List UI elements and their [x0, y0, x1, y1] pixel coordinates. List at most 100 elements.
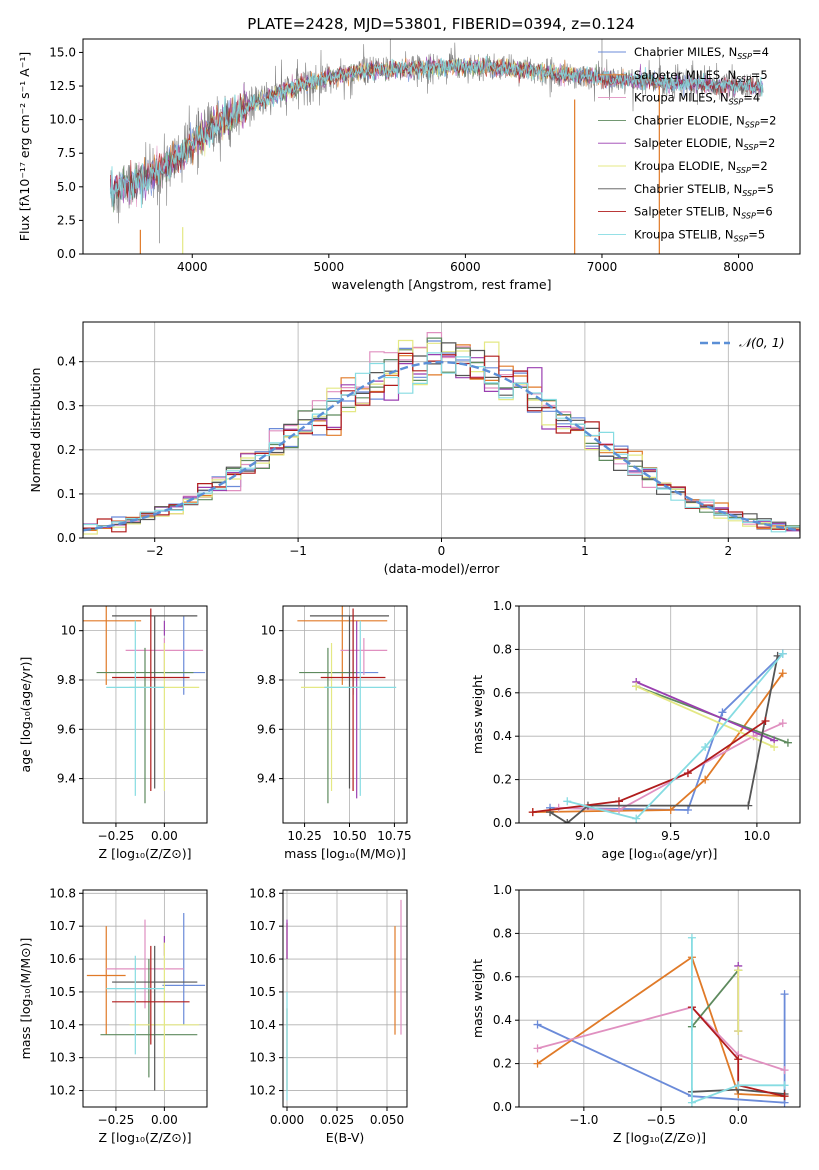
- weight-vs-Z-data: [533, 933, 789, 1107]
- residuals-ytick-label: 0.2: [57, 443, 76, 457]
- weight-marker-salpeter_stelib: [761, 717, 770, 726]
- weight-vs-age-axes: 9.0 9.5 10.0 0.0 0.2 0.4 0.6 0.8 1.0 age [log₁₀(a…: [470, 599, 800, 861]
- age-vs-Z-xtick-label: 0.00: [151, 829, 178, 843]
- spectrum-ytick-label: 0.0: [57, 247, 76, 261]
- weight-marker-chabrier_elodie: [783, 738, 792, 747]
- weight-marker-kroupa_stelib: [778, 649, 787, 658]
- legend-entry-subscript: SSP: [741, 212, 756, 221]
- weight-marker-kroupa_stelib: [632, 814, 641, 823]
- weight-line-kroupa_miles: [537, 1006, 785, 1071]
- weight-marker-kroupa_stelib: [563, 797, 572, 806]
- mass-vs-Z-xtick-label: 0.00: [151, 1113, 178, 1127]
- weight-vs-age-data: [528, 649, 792, 823]
- legend-entry-subscript: SSP: [737, 52, 752, 61]
- age-vs-mass-xtick-label: 10.75: [377, 829, 411, 843]
- weight-marker-kroupa_stelib: [687, 1098, 696, 1107]
- legend-entry-subscript: SSP: [729, 98, 744, 107]
- residuals-xtick-label: 0: [438, 544, 446, 558]
- legend-entry-text: Chabrier MILES, N: [634, 45, 737, 59]
- mass-vs-ebv-ytick-label: 10.7: [249, 919, 276, 933]
- mass-vs-Z-frame: [82, 889, 208, 1108]
- mass-vs-Z-ylabel: mass [log₁₀(M/M⊙)]: [18, 938, 33, 1060]
- residuals-ytick-label: 0.3: [57, 399, 76, 413]
- weight-marker-salpeter_stelib: [683, 769, 692, 778]
- weight-marker-kroupa_miles: [533, 1044, 542, 1053]
- mass-vs-Z-ytick-label: 10.4: [49, 1018, 76, 1032]
- weight-marker-chabrier_stelib: [563, 819, 572, 823]
- weight-vs-Z-ytick-label: 0.6: [493, 970, 512, 984]
- age-vs-Z-data: [83, 606, 206, 804]
- residuals-ytick-label: 0.4: [57, 355, 76, 369]
- residuals-data: [83, 332, 800, 537]
- spectrum-xtick-label: 6000: [450, 260, 481, 274]
- mass-vs-ebv-ytick-label: 10.5: [249, 985, 276, 999]
- normal-reference-curve: [83, 360, 800, 532]
- age-vs-mass-ytick-label: 10: [261, 624, 276, 638]
- residuals-xlabel: (data-model)/error: [384, 561, 501, 576]
- weight-vs-Z-ytick-label: 0.0: [493, 1100, 512, 1114]
- mass-vs-Z-ytick-label: 10.7: [49, 919, 76, 933]
- weight-vs-age-xtick-label: 10.0: [744, 829, 771, 843]
- weight-vs-Z-ylabel: mass weight: [470, 959, 485, 1038]
- weight-vs-Z-ytick-label: 0.4: [493, 1013, 512, 1027]
- legend-entry-suffix: =6: [756, 205, 773, 219]
- weight-vs-age-frame: [518, 605, 801, 824]
- mass-vs-Z-data: [86, 913, 206, 1091]
- age-vs-Z-ylabel: age [log₁₀(age/yr)]: [18, 657, 33, 773]
- mass-vs-Z-xtick-label: −0.25: [98, 1113, 135, 1127]
- weight-marker-kroupa_stelib: [734, 1081, 743, 1090]
- normal-legend-label: 𝒩(0, 1): [739, 335, 785, 350]
- spectrum-ytick-label: 7.5: [57, 146, 76, 160]
- residuals-xtick-label: 2: [724, 544, 732, 558]
- weight-marker-kroupa_miles: [778, 719, 787, 728]
- mass-vs-ebv-data: [286, 899, 402, 1101]
- weight-marker-kroupa_miles: [780, 1066, 789, 1075]
- weight-marker-salpeter_stelib: [614, 797, 623, 806]
- spectrum-ytick-label: 12.5: [49, 79, 76, 93]
- mass-vs-Z-ytick-label: 10.8: [49, 886, 76, 900]
- weight-vs-Z-ytick-label: 0.2: [493, 1057, 512, 1071]
- weight-vs-Z-ytick-label: 1.0: [493, 883, 512, 897]
- residuals-xtick-label: −1: [289, 544, 307, 558]
- weight-marker-kroupa_stelib: [780, 1081, 789, 1090]
- mass-vs-ebv-ytick-label: 10.8: [249, 886, 276, 900]
- legend-entry-suffix: =5: [757, 182, 774, 196]
- weight-vs-Z-xtick-label: −1.0: [569, 1113, 598, 1127]
- weight-marker-chabrier_miles: [780, 990, 789, 999]
- residuals-xtick-label: −2: [146, 544, 164, 558]
- legend-entry-suffix: =5: [751, 68, 768, 82]
- spectrum-xtick-label: 4000: [177, 260, 208, 274]
- mass-vs-Z-ytick-label: 10.2: [49, 1084, 76, 1098]
- mass-vs-ebv-xtick-label: 0.050: [370, 1113, 404, 1127]
- weight-vs-age-xlabel: age [log₁₀(age/yr)]: [602, 846, 718, 861]
- weight-vs-age-ylabel: mass weight: [470, 675, 485, 754]
- weight-marker-salpeter_miles: [666, 805, 675, 814]
- weight-marker-salpeter_stelib: [780, 1092, 789, 1101]
- mass-vs-Z-ytick-label: 10.3: [49, 1051, 76, 1065]
- legend-entry: Salpeter ELODIE, NSSP=2: [634, 136, 775, 152]
- mass-vs-ebv-xtick-label: 0.000: [270, 1113, 304, 1127]
- weight-marker-chabrier_miles: [718, 708, 727, 717]
- weight-vs-age-ytick-label: 0.2: [493, 773, 512, 787]
- legend-entry-suffix: =2: [758, 136, 775, 150]
- weight-vs-Z-xtick-label: 0.0: [729, 1113, 748, 1127]
- weight-line-salpeter_stelib: [532, 720, 767, 813]
- age-vs-mass-ytick-label: 9.8: [257, 673, 276, 687]
- age-vs-mass-frame: [282, 605, 408, 824]
- legend-entry-text: Salpeter STELIB, N: [634, 205, 741, 219]
- mass-vs-ebv-ytick-label: 10.4: [249, 1018, 276, 1032]
- age-vs-mass-ytick-label: 9.4: [257, 772, 276, 786]
- weight-marker-salpeter_stelib: [528, 808, 537, 817]
- model-spectrum-chabrier_stelib: [110, 57, 763, 208]
- residuals-ylabel: Normed distribution: [28, 368, 43, 493]
- weight-vs-age-ytick-label: 0.4: [493, 729, 512, 743]
- legend-entry-subscript: SSP: [734, 234, 749, 243]
- weight-vs-Z-xlabel: Z [log₁₀(Z/Z⊙)]: [613, 1130, 706, 1145]
- weight-marker-salpeter_miles: [701, 775, 710, 784]
- weight-vs-Z-axes: −1.0 −0.5 0.0 0.0 0.2 0.4 0.6 0.8 1.0 Z [log₁₀(Z/…: [470, 883, 800, 1145]
- mass-vs-Z-axes: −0.25 0.00 10.2 10.3 10.4 10.5 10.6 10.7 10.8 Z […: [18, 886, 207, 1145]
- weight-line-kroupa_stelib: [567, 653, 784, 820]
- mass-vs-Z-ytick-label: 10.5: [49, 985, 76, 999]
- weight-marker-kroupa_elodie: [632, 682, 641, 691]
- legend-entry-suffix: =2: [760, 113, 777, 127]
